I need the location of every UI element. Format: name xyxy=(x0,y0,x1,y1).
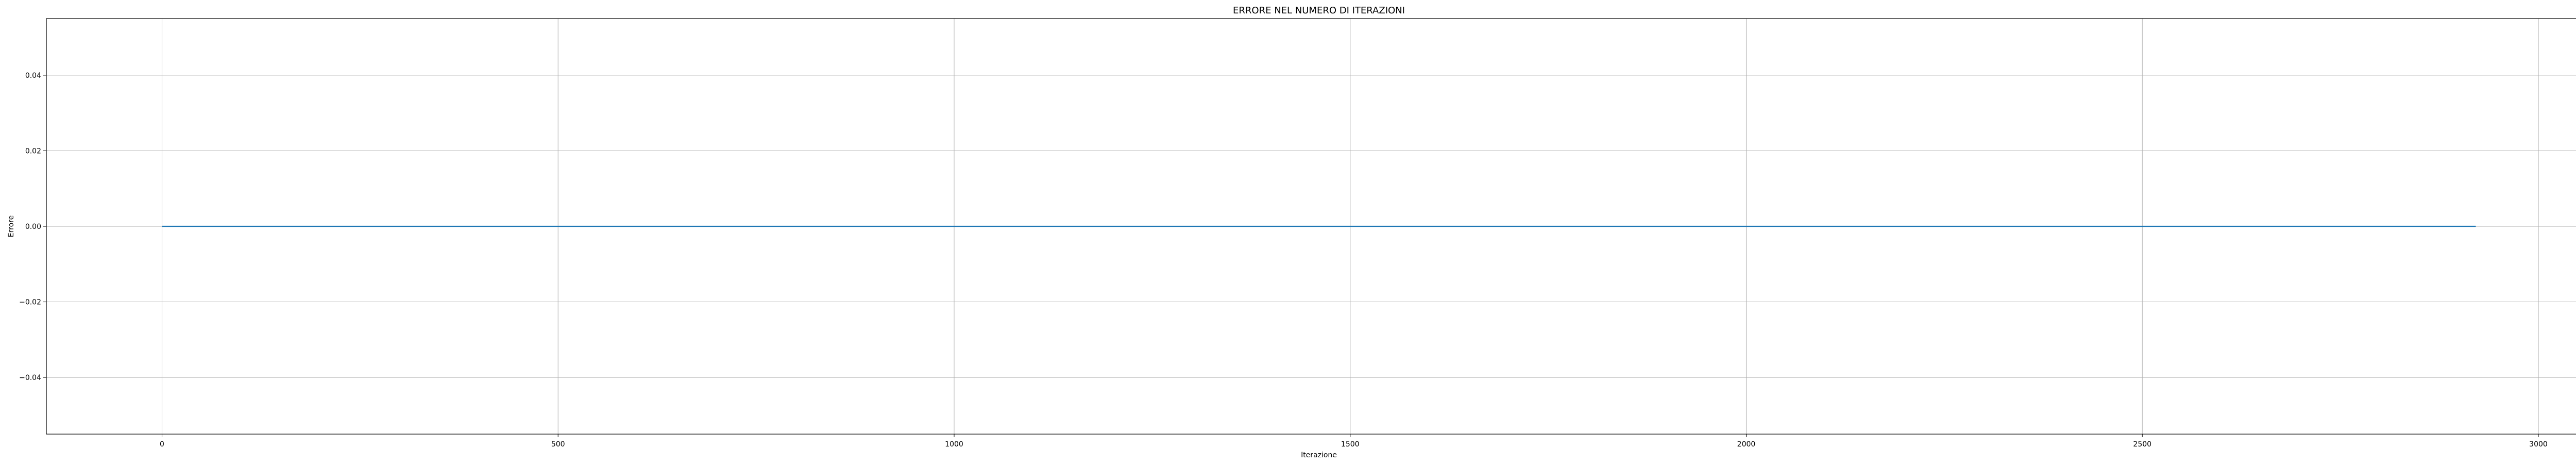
y-axis-ticks: −0.04 −0.02 0.00 0.02 0.04 xyxy=(19,72,46,382)
x-tick-label: 3000 xyxy=(2529,440,2548,449)
y-axis-label: Errore xyxy=(7,216,15,237)
x-axis-label: Iterazione xyxy=(1301,451,1337,459)
y-tick-label: −0.02 xyxy=(19,299,41,307)
x-tick-label: 0 xyxy=(160,440,164,449)
x-tick-label: 1000 xyxy=(945,440,963,449)
y-tick-label: −0.04 xyxy=(19,374,41,382)
y-tick-label: 0.00 xyxy=(25,223,41,231)
x-tick-label: 2000 xyxy=(1737,440,1756,449)
y-tick-label: 0.02 xyxy=(25,147,41,155)
y-tick-label: 0.04 xyxy=(25,72,41,80)
chart-title: ERRORE NEL NUMERO DI ITERAZIONI xyxy=(1233,5,1405,16)
x-axis-ticks: 0 500 1000 1500 2000 2500 3000 xyxy=(160,434,2548,449)
x-tick-label: 1500 xyxy=(1341,440,1360,449)
x-tick-label: 2500 xyxy=(2133,440,2151,449)
x-tick-label: 500 xyxy=(551,440,565,449)
